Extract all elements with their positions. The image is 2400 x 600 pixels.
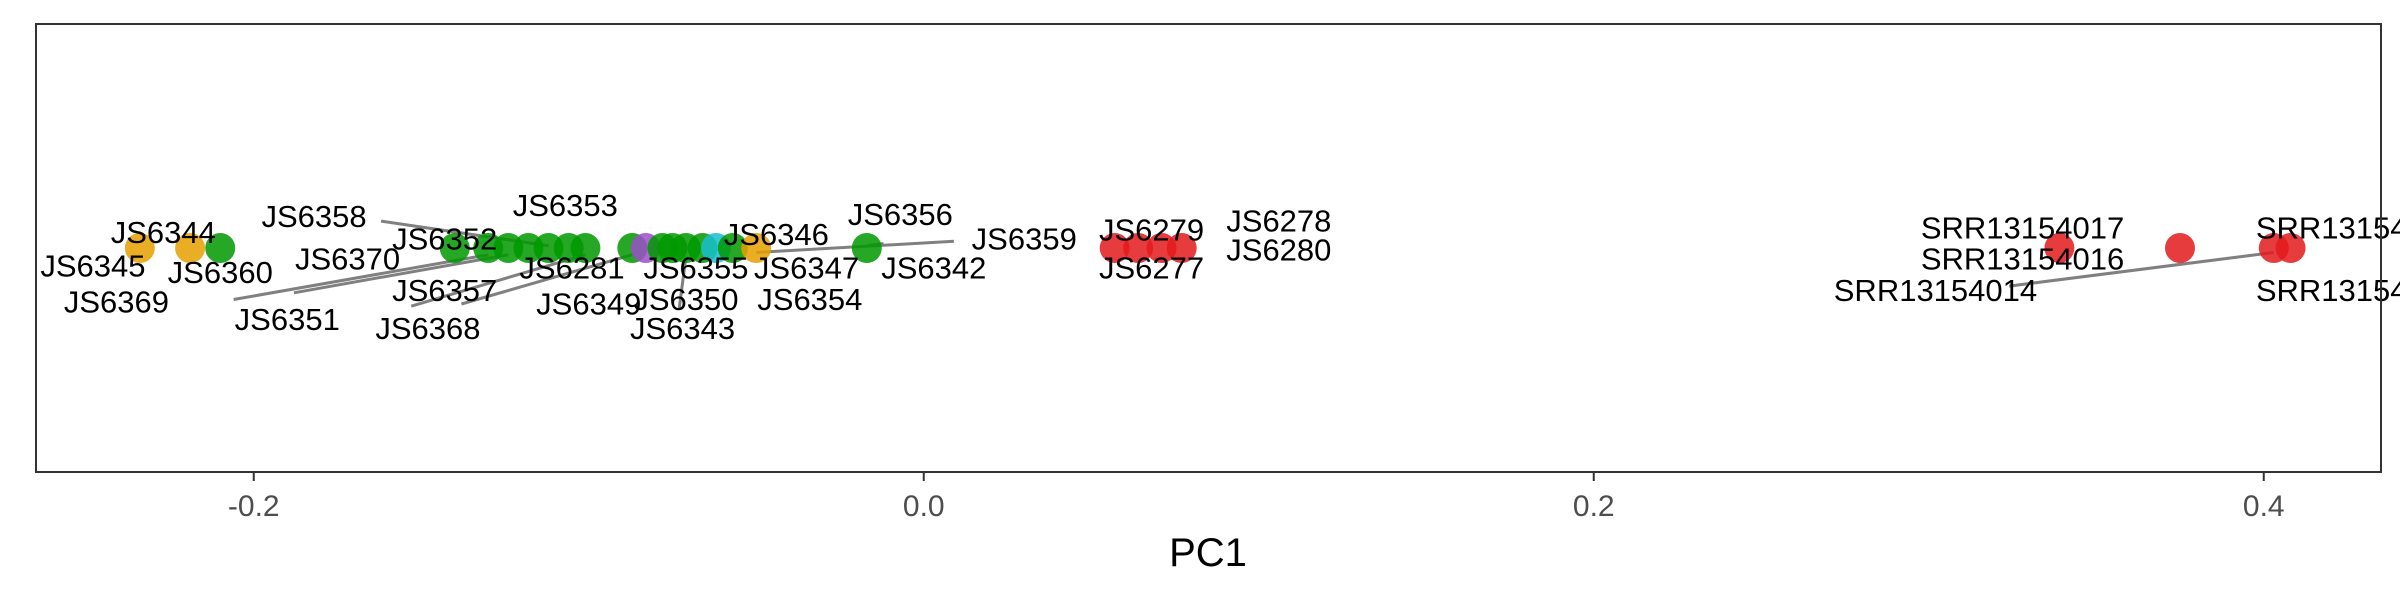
x-tick-label-1: 0.0 xyxy=(903,490,945,523)
data-point-24 xyxy=(2044,233,2075,263)
point-label-js6278: JS6278 xyxy=(1226,204,1331,239)
data-point-0 xyxy=(124,233,155,263)
plot-panel-border xyxy=(35,23,2382,473)
x-tick-label-3: 0.4 xyxy=(2243,490,2285,523)
data-point-18 xyxy=(741,233,772,263)
point-label-js6356: JS6356 xyxy=(848,197,953,232)
x-axis-ticks: -0.2 0.0 0.2 0.4 xyxy=(228,472,2285,523)
data-point-23 xyxy=(1166,233,1197,263)
point-label-js6359: JS6359 xyxy=(972,222,1077,257)
x-tick-label-2: 0.2 xyxy=(1573,490,1615,523)
point-label-srr13154013: SRR13154013 xyxy=(2256,210,2400,245)
data-point-19 xyxy=(851,233,882,263)
point-label-js6368: JS6368 xyxy=(375,311,480,346)
point-label-js6354: JS6354 xyxy=(757,282,862,317)
point-label-js6277: JS6277 xyxy=(1099,251,1204,286)
leader-line-0 xyxy=(233,253,489,301)
point-label-js6357: JS6357 xyxy=(392,273,497,308)
point-label-js6370: JS6370 xyxy=(295,242,400,277)
data-point-17 xyxy=(717,233,748,263)
point-label-js6279: JS6279 xyxy=(1099,213,1204,248)
point-label-srr13154017: SRR13154017 xyxy=(1921,210,2124,245)
data-point-3 xyxy=(439,233,470,263)
point-label-js6342: JS6342 xyxy=(881,251,986,286)
point-label-js6351: JS6351 xyxy=(235,302,340,337)
point-label-srr13154016: SRR13154016 xyxy=(1921,242,2124,277)
data-point-27 xyxy=(2275,233,2306,263)
point-label-js6346: JS6346 xyxy=(724,217,829,252)
point-label-js6280: JS6280 xyxy=(1226,233,1331,268)
point-label-js6281: JS6281 xyxy=(519,251,624,286)
x-axis-title: PC1 xyxy=(1169,531,1247,575)
leader-line-8 xyxy=(2008,250,2274,288)
point-label-js6353: JS6353 xyxy=(513,188,618,223)
data-point-21 xyxy=(1123,233,1154,263)
point-label-js6350: JS6350 xyxy=(633,282,738,317)
point-label-js6360: JS6360 xyxy=(168,255,273,290)
data-point-25 xyxy=(2165,233,2195,263)
point-label-js6352: JS6352 xyxy=(392,222,497,257)
data-point-2 xyxy=(205,233,236,263)
point-label-srr13154014: SRR13154014 xyxy=(1834,273,2037,308)
point-label-srr13154015: SRR13154015 xyxy=(2256,273,2400,308)
data-point-9 xyxy=(570,233,601,263)
data-point-1 xyxy=(175,233,206,263)
leader-line-3 xyxy=(410,253,586,308)
point-label-js6349: JS6349 xyxy=(536,287,641,322)
data-point-20 xyxy=(1099,233,1130,263)
leader-line-2 xyxy=(293,253,509,295)
point-label-js6347: JS6347 xyxy=(754,251,859,286)
point-label-js6343: JS6343 xyxy=(630,311,735,346)
x-tick-label-0: -0.2 xyxy=(228,490,280,523)
point-label-js6345: JS6345 xyxy=(40,248,145,283)
point-label-js6355: JS6355 xyxy=(643,251,748,286)
data-points xyxy=(124,233,2306,263)
point-label-js6369: JS6369 xyxy=(64,284,169,319)
point-label-js6344: JS6344 xyxy=(111,215,216,250)
leader-lines xyxy=(233,219,2274,309)
leader-line-4 xyxy=(461,253,633,306)
leader-line-5 xyxy=(677,256,688,309)
point-label-js6358: JS6358 xyxy=(261,199,366,234)
